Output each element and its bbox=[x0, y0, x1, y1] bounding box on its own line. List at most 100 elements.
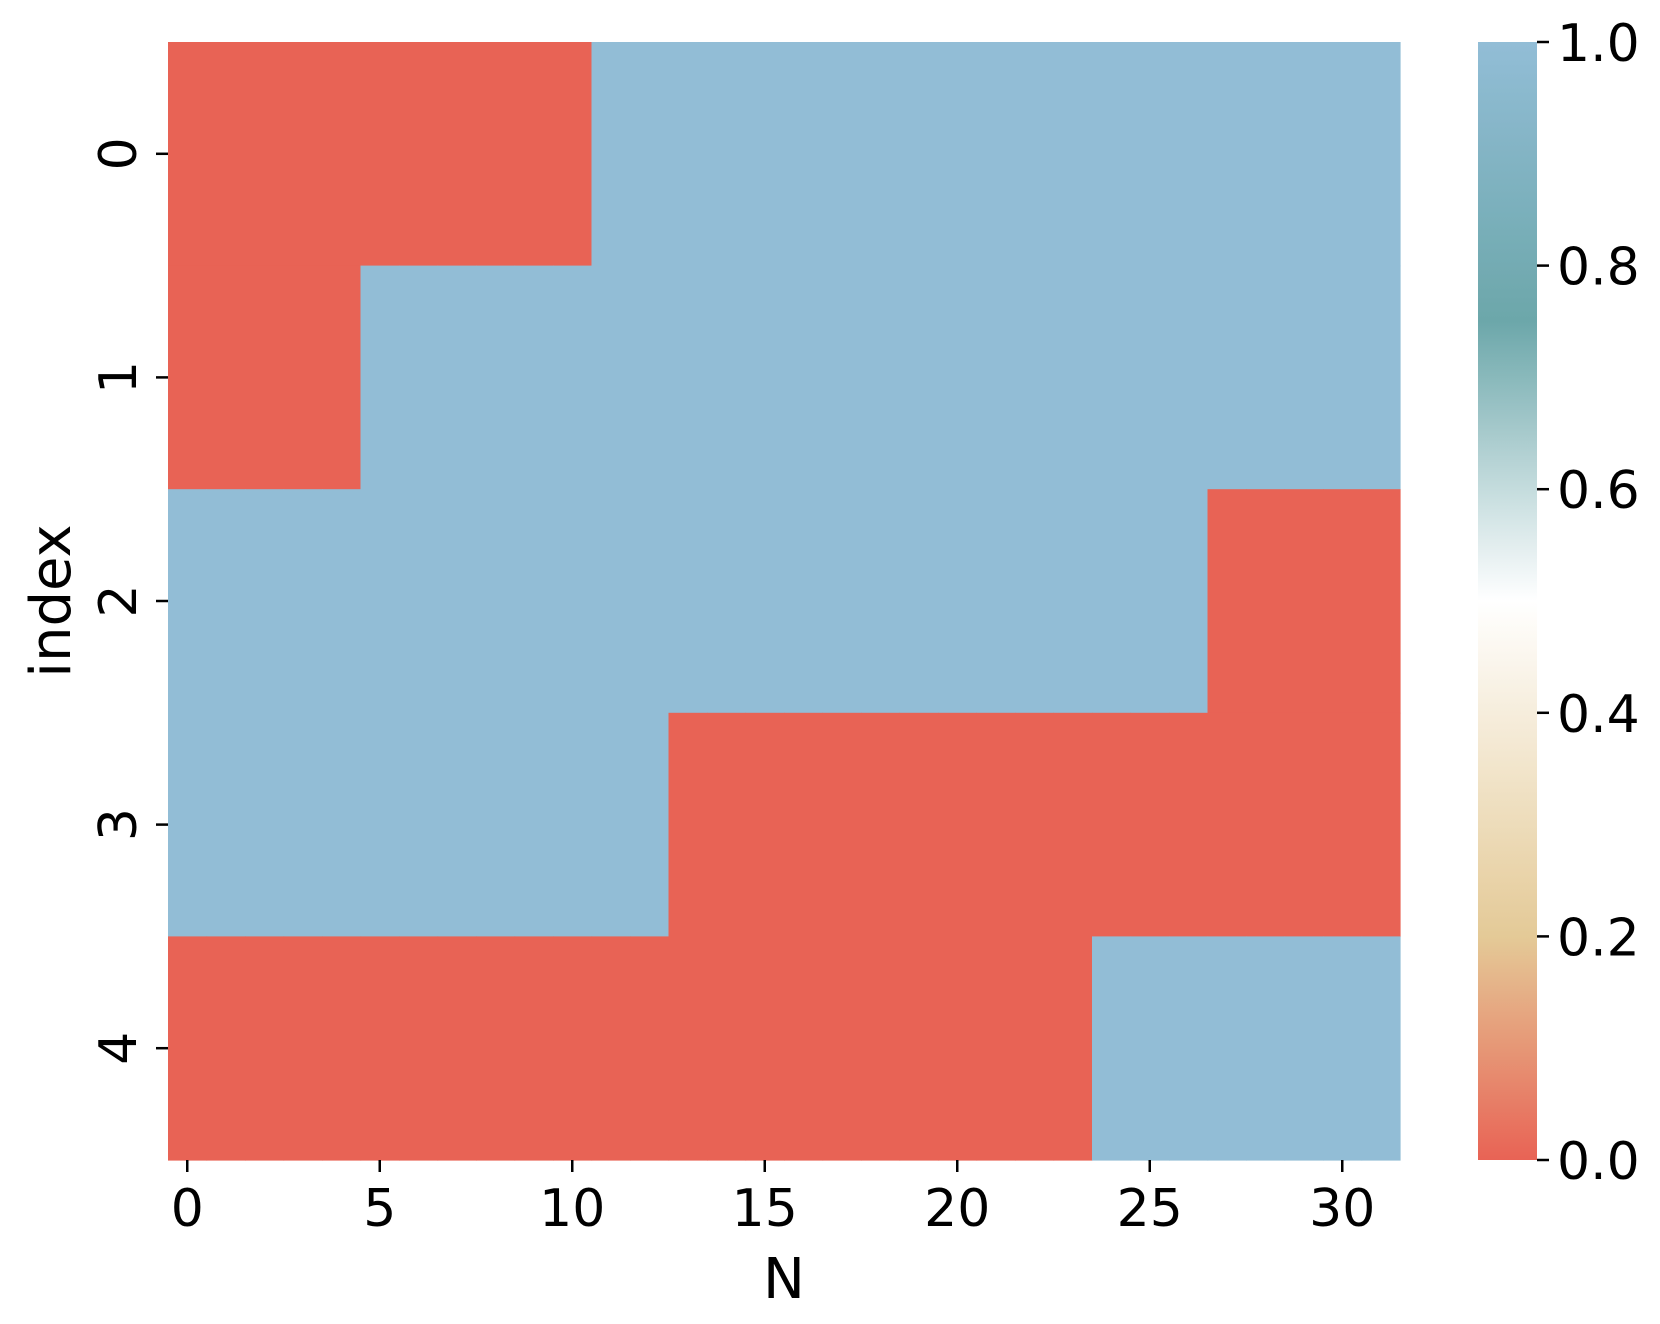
heatmap-cell bbox=[1323, 489, 1363, 714]
heatmap-cell bbox=[899, 936, 939, 1161]
heatmap-cell bbox=[245, 265, 285, 490]
heatmap-cell bbox=[976, 936, 1016, 1161]
heatmap-cell bbox=[206, 265, 246, 490]
heatmap-cell bbox=[976, 265, 1016, 490]
x-tick-label: 30 bbox=[1309, 1179, 1375, 1239]
heatmap-cell bbox=[553, 936, 593, 1161]
heatmap-cell bbox=[899, 489, 939, 714]
y-tick-label: 0 bbox=[89, 137, 149, 170]
x-tick-label: 20 bbox=[924, 1179, 990, 1239]
heatmap-cell bbox=[168, 936, 208, 1161]
heatmap-cell bbox=[437, 712, 477, 937]
heatmap-cell bbox=[514, 42, 554, 267]
x-tick-label: 0 bbox=[171, 1179, 204, 1239]
heatmap-cell bbox=[976, 42, 1016, 267]
colorbar-tick-label: 0.8 bbox=[1557, 238, 1640, 298]
heatmap-cell bbox=[1130, 42, 1170, 267]
heatmap-cell bbox=[1130, 712, 1170, 937]
heatmap-cell bbox=[245, 712, 285, 937]
heatmap-cell bbox=[784, 712, 824, 937]
heatmap-cell bbox=[437, 936, 477, 1161]
heatmap-cell bbox=[283, 712, 323, 937]
colorbar-tick-label: 1.0 bbox=[1557, 14, 1640, 74]
colorbar-tick-label: 0.6 bbox=[1557, 461, 1640, 521]
heatmap-cell bbox=[1092, 489, 1132, 714]
heatmap-cell bbox=[591, 936, 631, 1161]
heatmap-cell bbox=[784, 936, 824, 1161]
y-tick-label: 3 bbox=[89, 808, 149, 841]
heatmap-cell bbox=[283, 265, 323, 490]
heatmap-cell bbox=[283, 42, 323, 267]
heatmap-cell bbox=[745, 42, 785, 267]
heatmap-cell bbox=[1284, 489, 1324, 714]
heatmap-cell bbox=[822, 42, 862, 267]
heatmap-cell bbox=[283, 936, 323, 1161]
heatmap-cell bbox=[861, 265, 901, 490]
heatmap-cell bbox=[553, 265, 593, 490]
heatmap-cell bbox=[476, 712, 516, 937]
heatmap-cell bbox=[707, 712, 747, 937]
heatmap-cell bbox=[745, 489, 785, 714]
heatmap-cell bbox=[360, 712, 400, 937]
heatmap-cell bbox=[476, 489, 516, 714]
heatmap-cell bbox=[1092, 42, 1132, 267]
heatmap-cell bbox=[976, 489, 1016, 714]
heatmap-cell bbox=[707, 936, 747, 1161]
heatmap-cell bbox=[206, 712, 246, 937]
heatmap-cell bbox=[437, 489, 477, 714]
heatmap-cell bbox=[1361, 936, 1401, 1161]
heatmap-cell bbox=[322, 42, 362, 267]
heatmap-cell bbox=[399, 265, 439, 490]
heatmap-cell bbox=[514, 265, 554, 490]
x-tick-label: 25 bbox=[1117, 1179, 1183, 1239]
heatmap-cell bbox=[168, 265, 208, 490]
heatmap-cell bbox=[1130, 936, 1170, 1161]
x-tick-label: 10 bbox=[539, 1179, 605, 1239]
heatmap-cell bbox=[1207, 42, 1247, 267]
heatmap-cell bbox=[1053, 712, 1093, 937]
heatmap-cell bbox=[1246, 42, 1286, 267]
heatmap-cell bbox=[476, 42, 516, 267]
heatmap-cell bbox=[822, 712, 862, 937]
heatmap-cell bbox=[899, 712, 939, 937]
heatmap-cell bbox=[938, 42, 978, 267]
heatmap-cell bbox=[668, 265, 708, 490]
heatmap-cell bbox=[1284, 265, 1324, 490]
heatmap-cell bbox=[668, 936, 708, 1161]
heatmap-cell bbox=[630, 42, 670, 267]
heatmap-cell bbox=[899, 42, 939, 267]
heatmap-cell bbox=[630, 489, 670, 714]
heatmap-cell bbox=[1169, 265, 1209, 490]
y-axis: 0 1 2 3 4 bbox=[89, 137, 168, 1065]
heatmap-cell bbox=[168, 42, 208, 267]
heatmap-cell bbox=[1361, 265, 1401, 490]
heatmap-cell bbox=[1284, 42, 1324, 267]
heatmap-cell bbox=[322, 265, 362, 490]
heatmap-cell bbox=[861, 489, 901, 714]
heatmap-cell bbox=[938, 712, 978, 937]
heatmap-cell bbox=[476, 936, 516, 1161]
heatmap-cell bbox=[1284, 936, 1324, 1161]
heatmap-cell bbox=[1323, 936, 1363, 1161]
heatmap-cell bbox=[1092, 712, 1132, 937]
heatmap-cell bbox=[938, 265, 978, 490]
heatmap-cell bbox=[245, 42, 285, 267]
heatmap-cell bbox=[360, 42, 400, 267]
heatmap-cell bbox=[1053, 42, 1093, 267]
colorbar bbox=[1478, 42, 1537, 1160]
colorbar-tick-label: 0.4 bbox=[1557, 685, 1640, 745]
heatmap-cell bbox=[822, 265, 862, 490]
colorbar-ticks: 0.0 0.2 0.4 0.6 0.8 1.0 bbox=[1537, 14, 1640, 1192]
heatmap-cell bbox=[1246, 265, 1286, 490]
heatmap-cell bbox=[399, 42, 439, 267]
heatmap-cell bbox=[976, 712, 1016, 937]
heatmap-cell bbox=[437, 42, 477, 267]
heatmap-cell bbox=[206, 489, 246, 714]
heatmap-cell bbox=[899, 265, 939, 490]
heatmap-cell bbox=[1130, 489, 1170, 714]
heatmap-cell bbox=[591, 42, 631, 267]
heatmap-cell bbox=[514, 936, 554, 1161]
heatmap-cell bbox=[668, 712, 708, 937]
heatmap-cell bbox=[1361, 712, 1401, 937]
heatmap-cells bbox=[168, 42, 1401, 1161]
